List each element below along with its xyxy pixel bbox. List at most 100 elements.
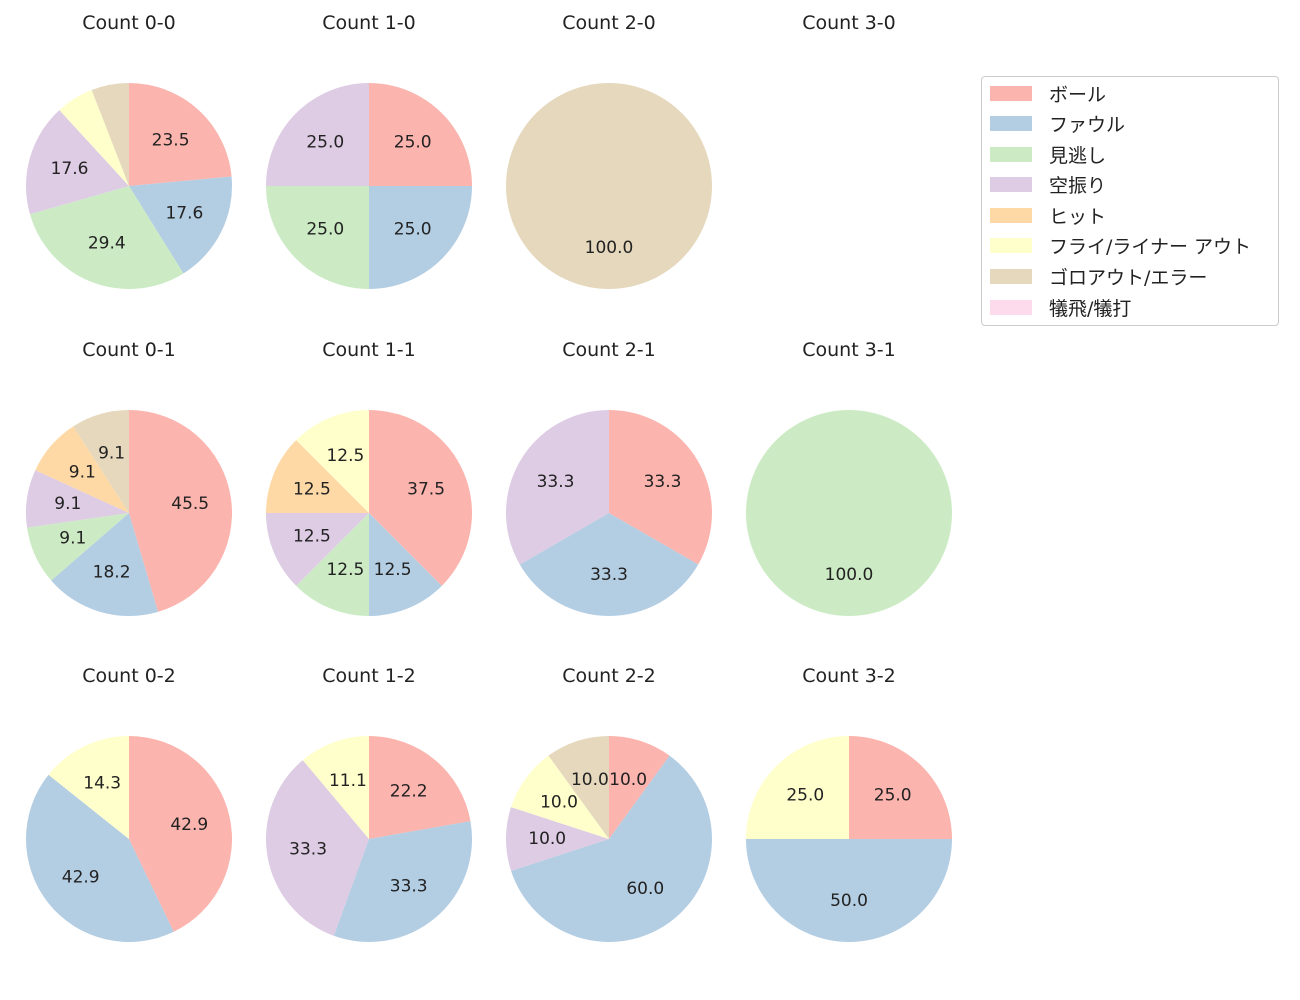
- legend-item-groundout-error: ゴロアウト/エラー: [990, 264, 1208, 289]
- pie-slice: [369, 513, 442, 616]
- slice-label: 100.0: [585, 238, 634, 258]
- slice-label: 12.5: [374, 560, 412, 580]
- pie-slice: [506, 410, 609, 565]
- slice-label: 9.1: [69, 463, 96, 483]
- slice-label: 17.6: [51, 159, 89, 179]
- slice-label: 10.0: [571, 770, 609, 790]
- slice-label: 42.9: [62, 868, 100, 888]
- slice-label: 10.0: [609, 770, 647, 790]
- legend-item-called-strike: 見逃し: [990, 142, 1106, 167]
- slice-label: 33.3: [390, 876, 428, 896]
- pie-title: Count 3-1: [802, 339, 896, 361]
- slice-label: 50.0: [830, 891, 868, 911]
- pie-slice: [129, 410, 233, 612]
- pie-slice: [609, 736, 670, 839]
- legend-swatch-sacrifice: [990, 299, 1032, 315]
- pie-slice: [333, 821, 473, 943]
- pie-slice: [511, 755, 609, 839]
- slice-label: 17.6: [165, 204, 203, 224]
- legend-label-hit: ヒット: [1049, 205, 1107, 228]
- legend-swatch-called-strike: [990, 146, 1032, 162]
- pie-slice: [369, 410, 472, 586]
- legend-label-fly-liner-out: フライ/ライナー アウト: [1049, 235, 1252, 258]
- pie-slice: [296, 513, 369, 616]
- pie-title: Count 2-2: [562, 665, 656, 687]
- slice-label: 9.1: [98, 444, 125, 464]
- pie-slice: [266, 186, 369, 289]
- pie-count-2-0: Count 2-0 100.0: [506, 12, 712, 289]
- pie-count-0-1: Count 0-145.518.29.19.19.19.1: [26, 339, 233, 617]
- pie-count-1-0: Count 1-0 25.0 25.0 25.0 25.0: [266, 12, 472, 289]
- legend-label-swinging-strike: 空振り: [1049, 174, 1107, 197]
- slice-label: 18.2: [93, 562, 131, 582]
- slice-label: 37.5: [407, 479, 445, 499]
- slice-label: 25.0: [306, 220, 344, 240]
- legend-swatch-ball: [990, 85, 1032, 101]
- pie-count-0-2: Count 0-2 42.9 42.9 14.3: [25, 665, 233, 943]
- slice-label: 29.4: [88, 234, 126, 254]
- pie-title: Count 1-2: [322, 665, 416, 687]
- pie-slice: [296, 410, 369, 513]
- legend-item-sacrifice: 犠飛/犠打: [990, 295, 1132, 320]
- slice-label: 12.5: [293, 527, 331, 547]
- legend-label-foul: ファウル: [1049, 113, 1126, 136]
- pie-slice: [746, 736, 849, 839]
- slice-label: 23.5: [152, 130, 190, 150]
- slice-label: 25.0: [306, 132, 344, 152]
- slice-label: 42.9: [170, 815, 208, 835]
- legend-swatch-foul: [990, 115, 1032, 131]
- pie-title: Count 1-1: [322, 339, 416, 361]
- slice-label: 9.1: [59, 529, 86, 549]
- legend-item-fly-liner-out: フライ/ライナー アウト: [990, 233, 1252, 258]
- pie-slice: [505, 807, 609, 871]
- pie-slice: [746, 839, 952, 942]
- legend-item-ball: ボール: [990, 81, 1106, 106]
- legend-label-groundout-error: ゴロアウト/エラー: [1049, 266, 1208, 289]
- pie-count-3-2: Count 3-2 25.0 50.0 25.0: [746, 665, 952, 942]
- slice-label: 22.2: [390, 782, 428, 802]
- pie-title: Count 0-1: [82, 339, 176, 361]
- legend-swatch-swinging-strike: [990, 176, 1032, 192]
- pie-slice: [59, 90, 129, 186]
- pie-title: Count 3-2: [802, 665, 896, 687]
- slice-label: 14.3: [83, 773, 121, 793]
- pie-slice: [129, 735, 233, 932]
- pie-slice: [129, 176, 233, 274]
- pie-slice: [511, 755, 712, 942]
- slice-label: 100.0: [825, 565, 874, 585]
- slice-label: 33.3: [590, 565, 628, 585]
- pie-count-0-0: Count 0-0 23.5 17.6 29.4 17.6: [25, 12, 233, 290]
- pie-title: Count 0-0: [82, 12, 176, 34]
- slice-label: 25.0: [786, 785, 824, 805]
- slice-label: 12.5: [326, 446, 364, 466]
- legend-label-sacrifice: 犠飛/犠打: [1049, 297, 1132, 320]
- pie-slice: [25, 774, 174, 943]
- pie-slice: [35, 426, 130, 513]
- legend: ボール ファウル 見逃し 空振り ヒット フライ/ライナー アウト ゴロアウト/…: [981, 76, 1279, 326]
- pie-slice: [27, 513, 129, 581]
- pie-slice: [746, 410, 952, 616]
- slice-label: 60.0: [626, 879, 664, 899]
- pie-slice: [266, 513, 369, 586]
- pie-slice: [369, 83, 472, 186]
- pie-title: Count 1-0: [322, 12, 416, 34]
- slice-label: 25.0: [394, 132, 432, 152]
- slice-label: 45.5: [171, 494, 209, 514]
- pie-slice: [369, 736, 471, 839]
- pie-count-1-1: Count 1-1 37.5 12.5 12.5 12.5 12.5 12.5: [266, 339, 472, 616]
- pie-slice: [506, 83, 712, 289]
- pie-slice: [129, 83, 232, 186]
- slice-label: 10.0: [528, 829, 566, 849]
- pie-slice: [48, 736, 129, 839]
- slice-label: 25.0: [394, 220, 432, 240]
- pie-slice: [51, 513, 159, 617]
- pie-slice: [25, 110, 129, 215]
- pie-title: Count 2-1: [562, 339, 656, 361]
- pie-count-3-1: Count 3-1 100.0: [746, 339, 952, 616]
- pie-slice: [849, 736, 952, 839]
- pie-slice: [519, 513, 699, 616]
- pie-count-2-2: Count 2-210.060.010.010.010.0: [505, 665, 712, 942]
- pie-count-3-0: Count 3-0: [802, 12, 896, 34]
- pie-slice: [26, 470, 129, 528]
